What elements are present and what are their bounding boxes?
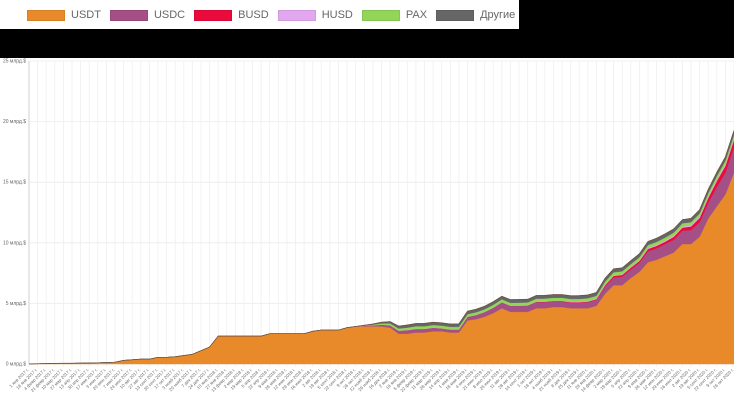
legend-swatch-usdt (27, 9, 65, 21)
legend-label-husd: HUSD (321, 9, 353, 21)
y-tick-label: 15 млрд.$ (3, 180, 26, 186)
legend-swatch-other (436, 9, 475, 21)
legend-item-usdt[interactable]: USDT (27, 9, 101, 21)
legend-label-usdc: USDC (153, 9, 186, 21)
legend-item-pax[interactable]: PAX (361, 9, 428, 21)
y-tick-label: 5 млрд.$ (6, 301, 26, 307)
legend-item-usdc[interactable]: USDC (109, 9, 186, 21)
legend-label-pax: PAX (405, 9, 428, 21)
legend-swatch-pax (361, 9, 400, 21)
legend-swatch-usdc (109, 9, 148, 21)
y-tick-label: 25 млрд.$ (3, 59, 26, 65)
y-tick-label: 0 млрд.$ (6, 362, 26, 368)
legend-label-usdt: USDT (71, 9, 101, 21)
legend-label-other: Другие (480, 9, 516, 21)
y-tick-label: 20 млрд.$ (3, 119, 26, 125)
chart-legend: USDT USDC BUSD HUSD PAX Другие (27, 9, 524, 21)
legend-bar: USDT USDC BUSD HUSD PAX Другие (0, 0, 519, 29)
legend-swatch-husd (277, 9, 316, 21)
legend-label-busd: BUSD (238, 9, 269, 21)
legend-item-busd[interactable]: BUSD (194, 9, 269, 21)
legend-item-other[interactable]: Другие (436, 9, 515, 21)
total-outline (28, 130, 734, 365)
stacked-area-chart: 0 млрд.$ 5 млрд.$ 10 млрд.$ 15 млрд.$ 20 млр… (3, 59, 734, 393)
chart-area: 0 млрд.$ 5 млрд.$ 10 млрд.$ 15 млрд.$ 20 млр… (0, 58, 734, 402)
legend-item-husd[interactable]: HUSD (277, 9, 353, 21)
legend-swatch-busd (194, 9, 233, 21)
y-tick-label: 10 млрд.$ (3, 240, 26, 246)
